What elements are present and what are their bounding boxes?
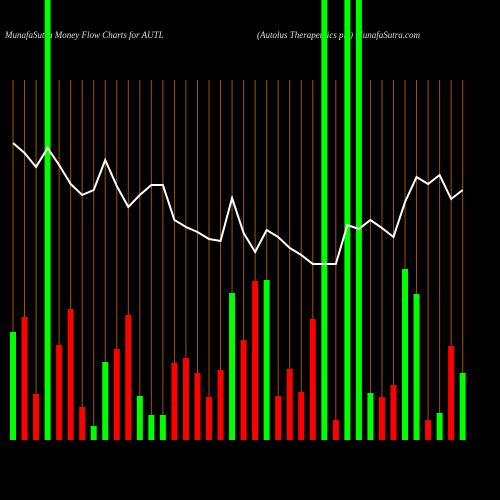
bar: [194, 373, 201, 440]
bar: [102, 362, 109, 440]
bar: [206, 397, 213, 440]
chart-subtitle: (Autolus Therapeutics plc) MunafaSutra.c…: [257, 30, 420, 40]
bar: [33, 394, 40, 440]
bar: [390, 385, 397, 440]
bar: [252, 281, 259, 440]
bar: [90, 426, 97, 440]
bar: [413, 294, 420, 440]
bar: [378, 397, 385, 440]
bar: [44, 0, 51, 440]
bar: [79, 407, 86, 440]
bar: [332, 420, 339, 440]
bar: [159, 415, 166, 440]
bar: [125, 315, 132, 440]
bar: [148, 415, 155, 440]
bar: [344, 0, 351, 440]
bar: [321, 0, 328, 440]
bar: [263, 280, 270, 440]
bar: [425, 420, 432, 440]
bar: [113, 349, 120, 440]
bar: [275, 396, 282, 440]
bar: [171, 363, 178, 440]
bar: [229, 293, 236, 440]
bar: [217, 370, 224, 440]
money-flow-line: [12, 142, 464, 265]
bar: [67, 309, 74, 440]
bar: [367, 393, 374, 440]
chart-title: MunafaSutra Money Flow Charts for AUTL: [4, 30, 164, 40]
bar: [56, 345, 63, 440]
bar: [182, 358, 189, 440]
bar: [240, 340, 247, 440]
bar: [448, 346, 455, 440]
bar: [402, 269, 409, 440]
bar: [309, 319, 316, 440]
bar: [298, 392, 305, 440]
bar: [136, 396, 143, 440]
bar: [21, 317, 28, 440]
bar: [436, 413, 443, 440]
bar: [355, 0, 362, 440]
bar: [10, 332, 16, 440]
bar: [286, 369, 293, 440]
bar: [459, 373, 466, 440]
